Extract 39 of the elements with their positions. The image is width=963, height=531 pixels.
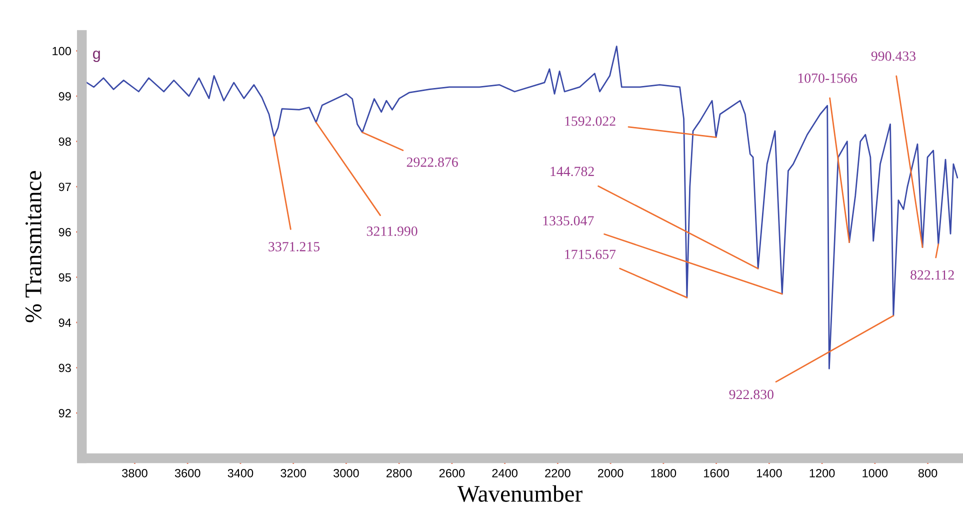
y-tick-label: 95 [58, 273, 71, 282]
x-tick-label: 2400 [492, 468, 518, 478]
x-tick-label: 800 [918, 468, 938, 478]
annotation: 990.433 [871, 51, 916, 61]
y-tick-label: 93 [58, 364, 71, 372]
x-tick-label: 2600 [439, 468, 465, 478]
x-tick-label: 1800 [651, 468, 676, 478]
x-tick-label: 3200 [280, 468, 306, 478]
annotation: 2922.876 [406, 157, 458, 167]
annotation: g [93, 50, 100, 62]
x-tick-label: 3800 [122, 468, 148, 478]
annotation: 822.112 [910, 270, 954, 280]
y-tick-label: 96 [58, 228, 71, 236]
annotation: 1592.022 [565, 116, 616, 126]
x-tick-label: 2200 [545, 468, 570, 478]
annotation: 3211.990 [366, 226, 418, 236]
annotation: 1715.657 [565, 250, 616, 260]
annotation: 144.782 [550, 166, 594, 176]
y-tick-label: 99 [58, 92, 71, 101]
x-tick-label: 3400 [228, 468, 254, 478]
x-tick-label: 2000 [598, 468, 624, 478]
y-axis-title: % Transmitance [25, 171, 42, 322]
x-tick-label: 1200 [810, 468, 835, 478]
y-tick-label: 92 [58, 409, 71, 418]
x-tick-label: 3600 [174, 468, 200, 478]
y-tick-label: 94 [58, 318, 72, 327]
annotation: 3371.215 [268, 242, 320, 252]
x-tick-label: 3000 [334, 468, 359, 478]
y-tick-label: 98 [58, 137, 71, 146]
x-tick-label: 1400 [756, 468, 782, 478]
x-axis-title: Wavenumber [457, 485, 582, 502]
x-tick-label: 2800 [386, 468, 412, 478]
annotation: 1335.047 [543, 216, 594, 226]
annotation: 1070-1566 [798, 73, 857, 83]
y-tick-label: 97 [58, 182, 71, 192]
x-tick-label: 1000 [862, 468, 888, 478]
y-tick-label: 100 [52, 46, 71, 56]
annotation: 922.830 [729, 390, 774, 400]
x-tick-label: 1600 [704, 468, 729, 478]
